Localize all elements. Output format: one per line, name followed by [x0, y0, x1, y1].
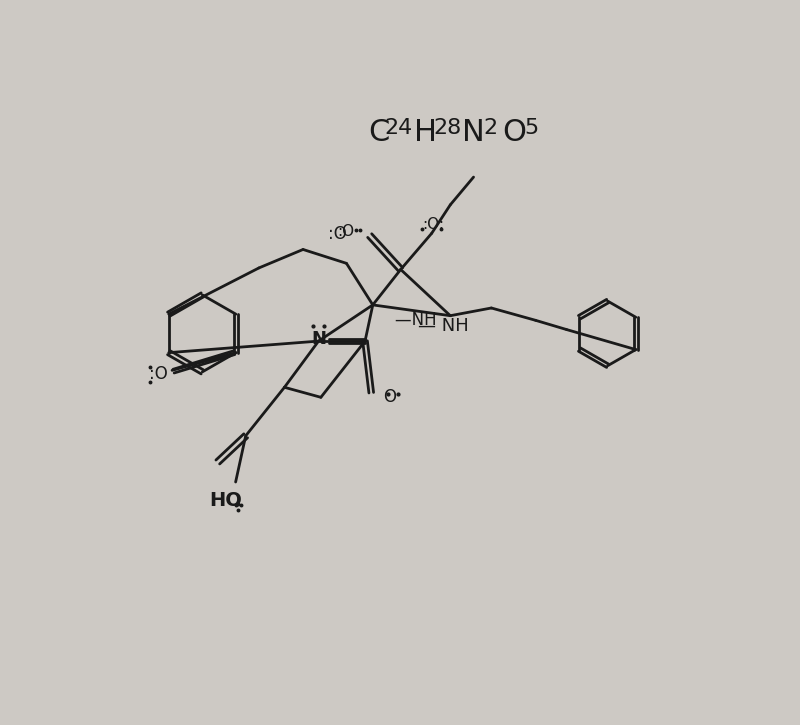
Text: :O: :O [149, 365, 167, 384]
Text: :O: :O [337, 224, 354, 239]
Text: 24: 24 [384, 117, 413, 138]
Text: N: N [311, 330, 326, 348]
Text: H: H [414, 117, 437, 146]
Text: :O: :O [328, 225, 346, 243]
Text: — NH: — NH [418, 317, 469, 335]
Text: 2: 2 [483, 117, 498, 138]
Text: N: N [462, 117, 485, 146]
Text: 5: 5 [525, 117, 539, 138]
Text: —​NH: —​NH [395, 311, 437, 329]
Text: O: O [383, 388, 396, 405]
Text: 28: 28 [433, 117, 462, 138]
Text: :O:: :O: [422, 217, 444, 231]
Text: HO: HO [209, 491, 242, 510]
Text: C: C [368, 117, 390, 146]
Text: O: O [502, 117, 526, 146]
